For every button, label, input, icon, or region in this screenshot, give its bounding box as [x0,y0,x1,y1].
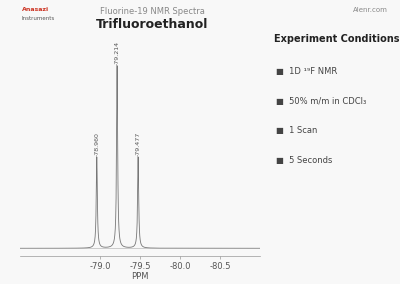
X-axis label: PPM: PPM [131,272,149,281]
Text: -79.477: -79.477 [136,132,141,156]
Text: ■  5 Seconds: ■ 5 Seconds [276,156,332,165]
Text: Instruments: Instruments [22,16,55,21]
Text: Experiment Conditions: Experiment Conditions [274,34,400,44]
Text: ■  50% m/m in CDCl₃: ■ 50% m/m in CDCl₃ [276,97,366,106]
Text: -79.214: -79.214 [115,41,120,65]
Text: Fluorine-19 NMR Spectra: Fluorine-19 NMR Spectra [100,7,204,16]
Text: Trifluoroethanol: Trifluoroethanol [96,18,208,32]
Text: Alenr.com: Alenr.com [353,7,388,13]
Text: Anasazi: Anasazi [22,7,49,12]
Text: ■  1D ¹⁹F NMR: ■ 1D ¹⁹F NMR [276,67,337,76]
Text: -78.960: -78.960 [94,132,99,156]
Text: ■  1 Scan: ■ 1 Scan [276,126,317,135]
